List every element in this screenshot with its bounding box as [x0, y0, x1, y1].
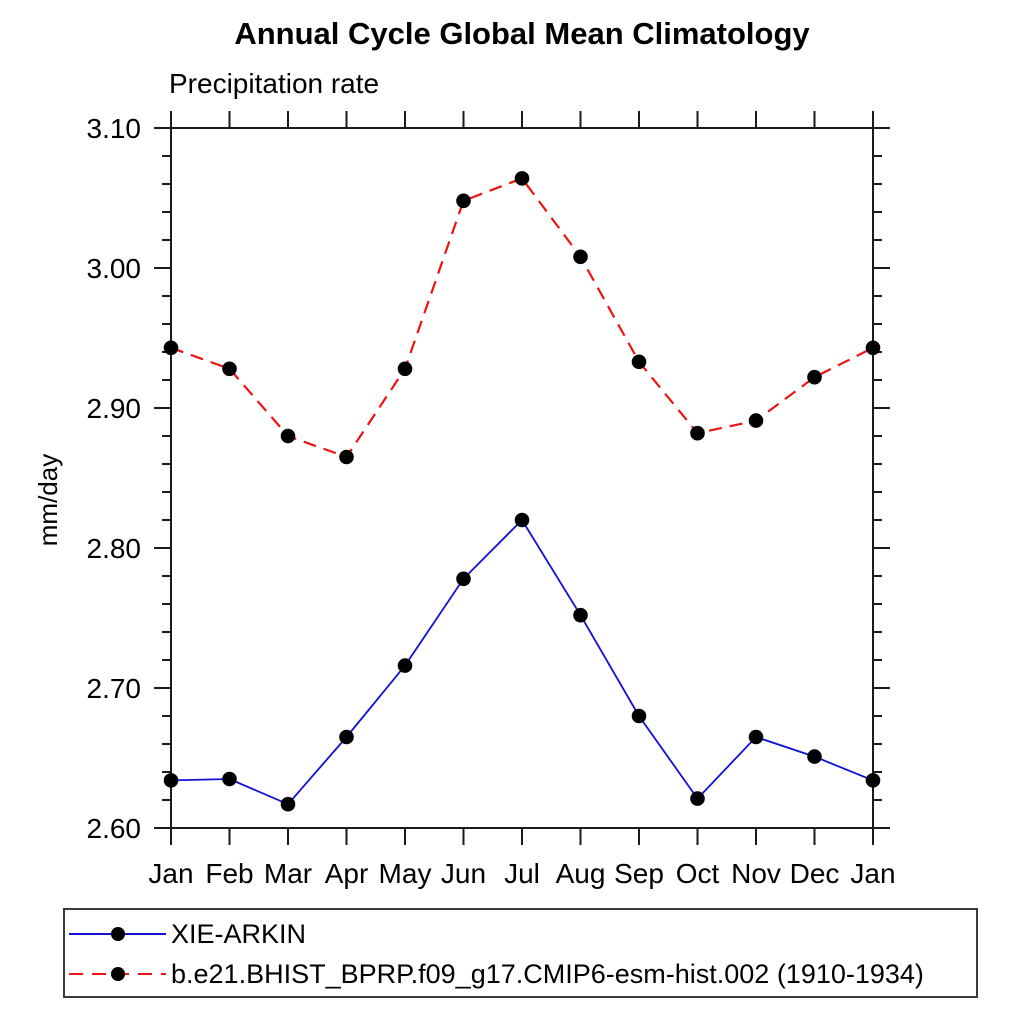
data-point-series-1	[456, 193, 471, 209]
x-tick-label: Jul	[504, 858, 540, 889]
x-tick-label: Nov	[731, 858, 781, 889]
legend-item-xie-arkin: XIE-ARKIN	[67, 919, 307, 949]
plot-frame	[170, 127, 874, 829]
legend-label: XIE-ARKIN	[171, 919, 307, 949]
data-point-series-0	[573, 607, 588, 623]
x-tick-label: Jan	[850, 858, 895, 889]
data-point-series-0	[222, 771, 237, 787]
x-tick-label: Sep	[614, 858, 664, 889]
legend-label: b.e21.BHIST_BPRP.f09_g17.CMIP6-esm-hist.…	[171, 959, 924, 989]
y-tick-label: 2.90	[87, 393, 142, 424]
data-point-series-1	[514, 171, 530, 186]
x-tick-label: May	[379, 858, 432, 889]
data-point-series-1	[748, 413, 764, 428]
plot-generated-content: 2.60 2.70 2.80 2.90 3.00 3.10 Jan Feb Mar Apr May J…	[87, 111, 896, 889]
x-tick-label: Apr	[325, 858, 369, 889]
data-point-series-0	[163, 773, 179, 788]
data-point-series-0	[339, 729, 354, 745]
data-point-series-0	[631, 708, 647, 724]
y-tick-label: 2.70	[87, 673, 142, 704]
legend-sample-dashed-line	[69, 967, 166, 981]
series-line-1	[170, 177, 874, 459]
data-point-series-1	[280, 428, 296, 444]
data-point-series-0	[456, 571, 471, 587]
data-point-series-1	[222, 361, 237, 377]
y-tick-label: 3.10	[87, 113, 142, 144]
x-tick-label: Dec	[790, 858, 840, 889]
legend-sample-solid-line	[69, 927, 166, 941]
data-point-series-1	[397, 361, 413, 377]
x-tick-label: Jan	[148, 858, 193, 889]
data-point-series-1	[631, 354, 647, 370]
legend-marker-dot	[111, 967, 125, 981]
data-point-series-0	[397, 658, 413, 673]
y-tick-label: 2.80	[87, 533, 142, 564]
y-tick-label: 2.60	[87, 813, 142, 844]
y-tick-label: 3.00	[87, 253, 142, 284]
x-tick-label: Jun	[441, 858, 486, 889]
y-axis-label: mm/day	[33, 454, 63, 546]
data-point-series-1	[865, 340, 881, 356]
data-point-series-1	[339, 449, 354, 465]
legend-marker-dot	[111, 927, 125, 941]
data-point-series-1	[573, 249, 588, 265]
data-point-series-0	[514, 512, 530, 528]
data-point-series-0	[280, 796, 296, 812]
data-point-series-0	[690, 791, 705, 806]
x-tick-label: Aug	[556, 858, 606, 889]
data-point-series-1	[690, 425, 705, 441]
series-line-0	[170, 518, 874, 806]
data-point-series-1	[807, 369, 822, 385]
legend-item-model-run: b.e21.BHIST_BPRP.f09_g17.CMIP6-esm-hist.…	[67, 959, 924, 989]
data-point-series-0	[865, 773, 881, 788]
chart-title: Annual Cycle Global Mean Climatology	[234, 16, 810, 51]
data-point-series-0	[748, 729, 764, 745]
x-tick-label: Mar	[264, 858, 312, 889]
legend: XIE-ARKIN b.e21.BHIST_BPRP.f09_g17.CMIP6…	[63, 908, 978, 998]
x-tick-label: Oct	[676, 858, 720, 889]
chart-subtitle: Precipitation rate	[169, 68, 380, 99]
data-point-series-1	[163, 340, 179, 356]
data-point-series-0	[807, 749, 822, 764]
x-tick-label: Feb	[205, 858, 253, 889]
